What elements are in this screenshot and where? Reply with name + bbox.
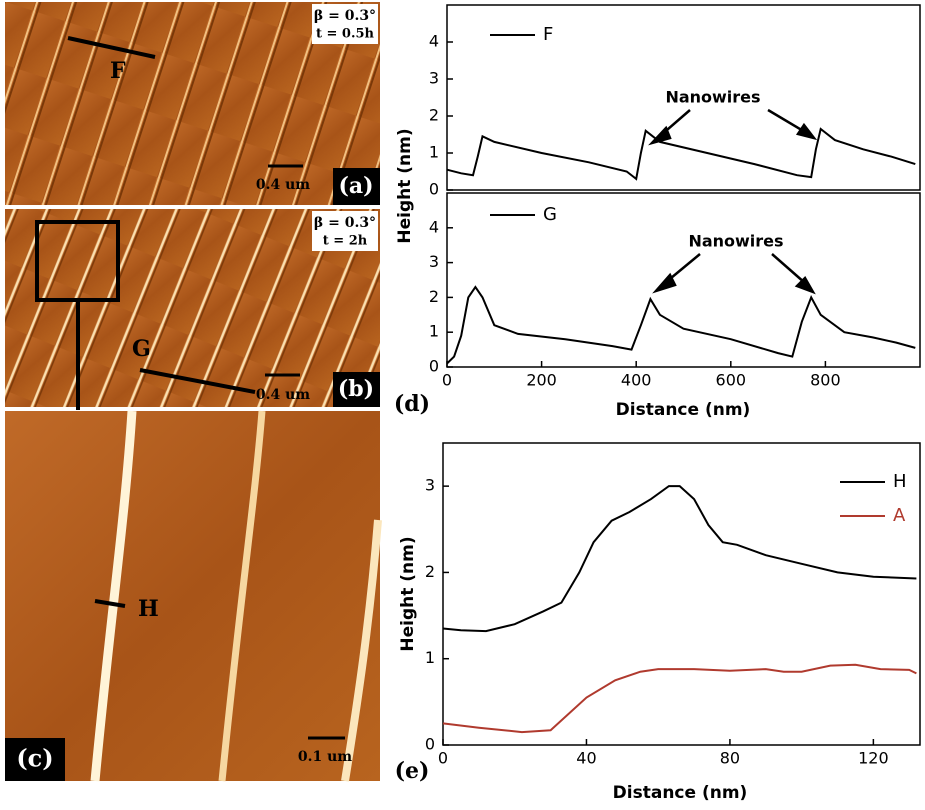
legend-label: H [893,471,907,492]
legend-label: F [543,24,553,45]
y-tick-label: 1 [429,322,439,341]
y-tick-label: 1 [425,648,435,667]
x-tick-label: 200 [526,371,557,390]
scale-label: 0.4 um [256,387,310,403]
profile-line [94,599,126,608]
panel-label: (a) [338,173,373,199]
x-tick-label: 0 [438,749,448,768]
param-box [312,211,378,251]
legend-label: G [543,204,557,225]
line-label: G [132,336,151,362]
x-axis-label: Distance (nm) [616,400,751,420]
label-box [5,738,65,781]
nanowire [90,410,137,782]
y-tick-label: 2 [425,562,435,581]
label-box [333,168,380,205]
x-tick-label: 40 [576,749,596,768]
x-tick-label: 400 [621,371,652,390]
panel-label: (c) [16,744,53,773]
x-tick-label: 120 [858,749,889,768]
line-label: H [138,596,159,622]
arrows [648,108,818,295]
x-tick-label: 0 [442,371,452,390]
legend-label: A [893,505,906,526]
plot-frame [446,192,921,368]
x-tick-label: 600 [716,371,747,390]
data-line [442,663,917,734]
data-line [446,127,916,181]
annotation: Nanowires [665,88,760,107]
annotation: Nanowires [688,232,783,251]
panel-label: (e) [395,758,430,784]
panel-label: (d) [394,391,430,417]
param-box [312,4,378,44]
scale-label: 0.1 um [298,749,352,765]
plot-frame [442,442,921,746]
line-label: F [110,58,126,84]
x-axis-label: Distance (nm) [613,783,748,803]
label-box [333,372,380,407]
y-tick-label: 2 [429,287,439,306]
afm-image [5,411,380,781]
y-axis-label: Height (nm) [398,536,418,651]
beta: β = 0.3° [314,8,376,24]
profile-line [139,368,256,394]
y-tick-label: 4 [429,32,439,51]
y-tick-label: 3 [425,476,435,495]
y-tick-label: 3 [429,69,439,88]
y-tick-label: 3 [429,252,439,271]
time: t = 2h [323,234,368,249]
y-tick-label: 0 [425,735,435,754]
scale-label: 0.4 um [256,177,310,193]
beta: β = 0.3° [314,215,376,231]
data-line [446,285,916,365]
x-tick-label: 80 [720,749,740,768]
nanowire [218,410,266,782]
y-axis-label: Height (nm) [395,128,415,243]
y-tick-label: 0 [429,180,439,199]
y-tick-label: 1 [429,143,439,162]
data-line [442,485,917,633]
nanowire [341,519,382,782]
time: t = 0.5h [316,27,375,42]
panel-label: (b) [338,376,374,402]
y-tick-label: 2 [429,106,439,125]
profile-line [67,36,156,59]
y-tick-label: 0 [429,357,439,376]
y-tick-label: 4 [429,217,439,236]
plot-frame [446,4,921,191]
x-tick-label: 800 [810,371,841,390]
